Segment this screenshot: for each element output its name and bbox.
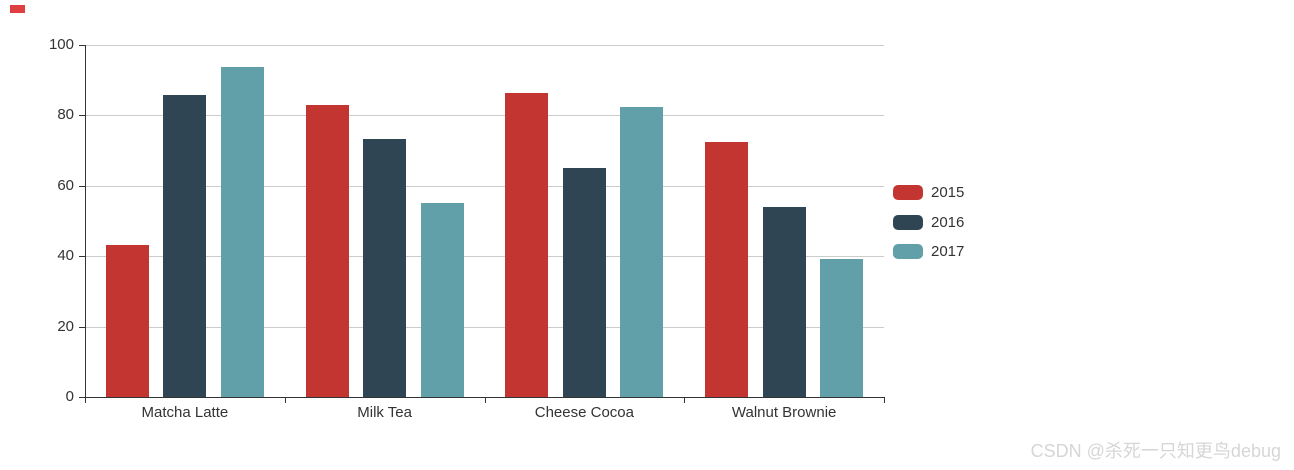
bar-2017-matcha-latte[interactable]: [220, 67, 264, 397]
y-gridline: [85, 256, 884, 257]
bar-2016-cheese-cocoa[interactable]: [562, 167, 606, 397]
legend-marker-2015: [893, 185, 923, 200]
bar-2017-walnut-brownie[interactable]: [820, 259, 864, 397]
y-axis-label: 20: [57, 317, 74, 335]
y-gridline: [85, 186, 884, 187]
x-axis-label-milk-tea: Milk Tea: [357, 404, 412, 421]
bar-2015-matcha-latte[interactable]: [105, 244, 149, 397]
y-axis-tick: [79, 186, 85, 187]
legend-item-2016[interactable]: 2016: [893, 213, 965, 231]
bar-2016-milk-tea[interactable]: [363, 138, 407, 397]
y-gridline: [85, 327, 884, 328]
corner-marker: [10, 5, 25, 13]
y-gridline: [85, 115, 884, 116]
x-axis-tick: [285, 397, 286, 403]
bar-2015-cheese-cocoa[interactable]: [505, 92, 549, 397]
x-axis-label-cheese-cocoa: Cheese Cocoa: [534, 404, 634, 421]
y-axis-label: 80: [57, 106, 74, 124]
x-axis-label-matcha-latte: Matcha Latte: [141, 404, 229, 421]
legend-label-2015: 2015: [931, 184, 965, 201]
y-axis-tick: [79, 45, 85, 46]
legend-label-2017: 2017: [931, 243, 965, 260]
bar-2017-cheese-cocoa[interactable]: [620, 106, 664, 397]
legend-marker-2017: [893, 244, 923, 259]
y-axis-tick: [79, 327, 85, 328]
bar-2016-matcha-latte[interactable]: [163, 95, 207, 397]
y-axis-label: 40: [57, 247, 74, 265]
y-gridline: [85, 45, 884, 46]
y-axis-line: [85, 45, 86, 398]
x-axis-label-walnut-brownie: Walnut Brownie: [731, 404, 837, 421]
y-axis-tick: [79, 115, 85, 116]
csdn-watermark: CSDN @杀死一只知更鸟debug: [1030, 441, 1281, 461]
bar-2015-walnut-brownie[interactable]: [705, 142, 749, 397]
bar-2016-walnut-brownie[interactable]: [762, 207, 806, 397]
y-axis-tick: [79, 256, 85, 257]
legend-label-2016: 2016: [931, 213, 965, 231]
x-axis-tick: [884, 397, 885, 403]
x-axis-tick: [85, 397, 86, 403]
legend-marker-2016: [893, 214, 923, 230]
y-axis-label: 60: [57, 176, 74, 194]
bar-2017-milk-tea[interactable]: [420, 203, 464, 397]
y-axis-tick: [79, 397, 85, 398]
x-axis-tick: [485, 397, 486, 403]
y-axis-label: 100: [48, 36, 74, 53]
x-axis-line: [85, 397, 884, 398]
y-axis-label: 0: [65, 388, 74, 405]
x-axis-tick: [684, 397, 685, 403]
legend-item-2015[interactable]: 2015: [893, 185, 964, 200]
bar-2015-milk-tea[interactable]: [305, 104, 349, 397]
legend-item-2017[interactable]: 2017: [893, 244, 964, 259]
